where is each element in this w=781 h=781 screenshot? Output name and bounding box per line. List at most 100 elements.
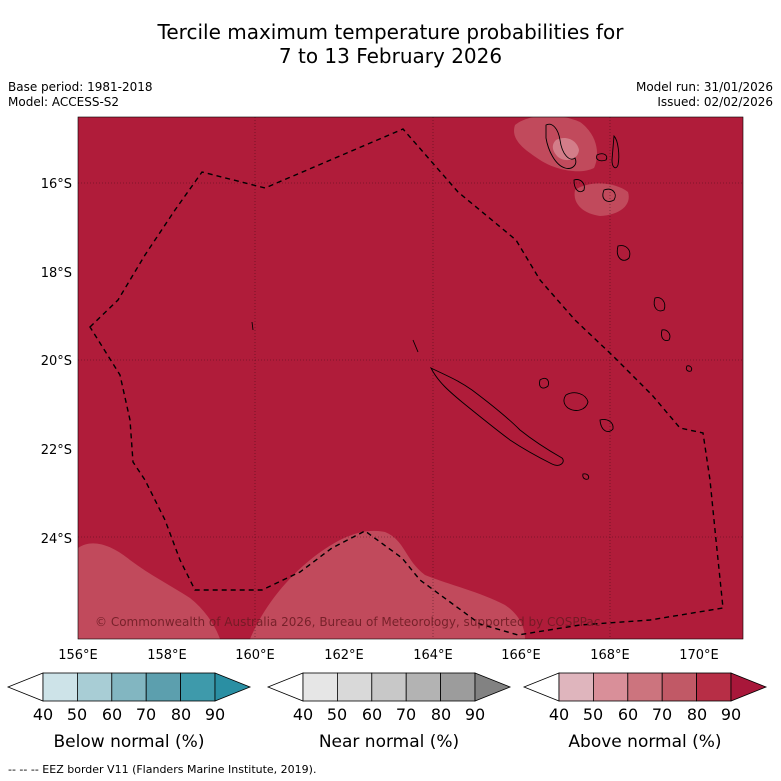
colorbar-segment: [405, 672, 442, 702]
meta-left: Base period: 1981-2018 Model: ACCESS-S2: [8, 80, 153, 110]
colorbar-tick: 80: [431, 705, 451, 724]
colorbar-segment: [77, 672, 113, 702]
lat-label: 22°S: [41, 443, 72, 458]
colorbar-above-normal: 40 50 60 70 80 90 Above normal (%): [522, 672, 768, 752]
probability-patch-vanuatu: [574, 183, 629, 216]
colorbar-segment: [145, 672, 181, 702]
probability-patch-northeast-core: [552, 138, 579, 161]
lon-label: 158°E: [147, 648, 187, 663]
loyalty-island-mare: [599, 419, 614, 432]
eez-border: [89, 128, 724, 636]
colorbar-segment: [302, 672, 338, 702]
colorbar-tick: 50: [583, 705, 603, 724]
probability-patch-southwest: [78, 543, 220, 639]
malekula: [573, 179, 585, 193]
chesterfield-reef: [251, 321, 254, 331]
issued-date: Issued: 02/02/2026: [657, 95, 773, 109]
colorbar-segment: [336, 672, 373, 702]
erromango: [616, 245, 631, 261]
map-panel: © Commonwealth of Australia 2026, Bureau…: [78, 117, 743, 639]
lon-label: 170°E: [679, 648, 719, 663]
probability-patch-south: [250, 530, 525, 639]
colorbar-tick: 50: [327, 705, 347, 724]
colorbar-tick: 40: [549, 705, 569, 724]
colorbar-high-extension: [474, 672, 512, 702]
colorbar-segment: [696, 672, 732, 702]
lat-label: 24°S: [41, 532, 72, 547]
title-line-2: 7 to 13 February 2026: [278, 44, 503, 68]
colorbar-segment: [627, 672, 663, 702]
colorbar-segments: [522, 672, 768, 702]
colorbar-tick: 70: [136, 705, 156, 724]
loyalty-island-ouvea: [539, 377, 549, 389]
aneityum: [661, 329, 671, 341]
colorbar-tick: 80: [171, 705, 191, 724]
maewo-pentecost: [611, 134, 620, 169]
loyalty-island-lifou: [563, 392, 589, 411]
coastlines: [251, 123, 693, 480]
lon-label: 166°E: [501, 648, 541, 663]
probability-field: [78, 117, 743, 639]
ambae: [596, 153, 608, 162]
colorbar-segment: [440, 672, 476, 702]
lon-label: 162°E: [324, 648, 364, 663]
eez-footnote: -- -- -- EEZ border V11 (Flanders Marine…: [8, 763, 317, 776]
lat-label: 16°S: [41, 177, 72, 192]
isle-of-pines: [582, 473, 590, 480]
colorbar-segment: [180, 672, 216, 702]
lon-label: 168°E: [590, 648, 630, 663]
espiritu-santo: [545, 123, 577, 169]
model-name: Model: ACCESS-S2: [8, 95, 120, 109]
colorbar-low-extension: [266, 672, 304, 702]
colorbar-segment: [42, 672, 78, 702]
colorbar-segments: [6, 672, 252, 702]
colorbar-high-extension: [730, 672, 768, 702]
matthew-island: [685, 365, 693, 372]
colorbar-tick: 40: [293, 705, 313, 724]
colorbar-title: Below normal (%): [54, 732, 205, 752]
colorbar-tick: 90: [465, 705, 485, 724]
colorbar-segment: [371, 672, 407, 702]
efate: [602, 188, 616, 202]
lat-label: 20°S: [41, 354, 72, 369]
lat-label: 18°S: [41, 266, 72, 281]
latitude-labels: 16°S 18°S 20°S 22°S 24°S: [41, 177, 72, 547]
colorbar-high-extension: [214, 672, 252, 702]
lon-label: 156°E: [58, 648, 98, 663]
colorbar-tick: 50: [67, 705, 87, 724]
model-run: Model run: 31/01/2026: [635, 80, 773, 94]
base-period: Base period: 1981-2018: [8, 80, 153, 94]
lon-label: 164°E: [413, 648, 453, 663]
meta-right: Model run: 31/01/2026 Issued: 02/02/2026: [636, 80, 773, 110]
colorbar-tick: 70: [652, 705, 672, 724]
graticule: [78, 117, 743, 639]
colorbar-below-normal: 40 50 60 70 80 90 Below normal (%): [6, 672, 252, 752]
map-frame: [77, 116, 744, 640]
colorbar-segment: [593, 672, 629, 702]
colorbar-low-extension: [522, 672, 560, 702]
colorbar-tick: 40: [33, 705, 53, 724]
lon-label: 160°E: [235, 648, 275, 663]
colorbar-segment: [661, 672, 698, 702]
colorbar-low-extension: [6, 672, 44, 702]
new-caledonia-island: [429, 366, 564, 466]
colorbar-tick: 60: [102, 705, 122, 724]
colorbar-segments: [266, 672, 512, 702]
colorbar-tick: 90: [205, 705, 225, 724]
colorbar-segment: [558, 672, 594, 702]
title-line-1: Tercile maximum temperature probabilitie…: [157, 20, 624, 44]
colorbar-tick: 90: [721, 705, 741, 724]
tanna: [653, 297, 666, 312]
colorbar-title: Above normal (%): [568, 732, 721, 752]
colorbar-tick: 60: [362, 705, 382, 724]
belep-islands: [412, 339, 419, 353]
copyright-credit: © Commonwealth of Australia 2026, Bureau…: [95, 615, 600, 629]
colorbar-tick: 60: [618, 705, 638, 724]
colorbar-tick: 70: [396, 705, 416, 724]
colorbar-title: Near normal (%): [319, 732, 459, 752]
colorbar-segment: [111, 672, 147, 702]
colorbar-near-normal: 40 50 60 70 80 90 Near normal (%): [266, 672, 512, 752]
longitude-labels: 156°E 158°E 160°E 162°E 164°E 166°E 168°…: [58, 648, 719, 663]
colorbar-tick: 80: [687, 705, 707, 724]
